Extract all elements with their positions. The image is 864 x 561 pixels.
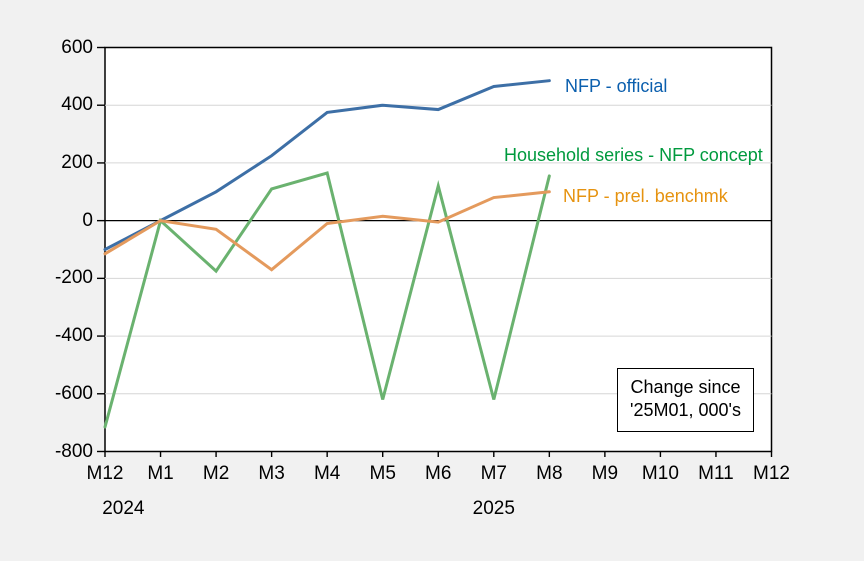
x-axis-tick-label: M6 xyxy=(425,463,452,484)
x-axis-tick-label: M12 xyxy=(86,463,124,484)
y-axis-tick-label: 200 xyxy=(61,151,93,173)
x-axis-tick-label: M11 xyxy=(698,463,734,484)
x-axis-tick-label: M9 xyxy=(591,463,619,484)
series-label-nfp-prel-benchmk: NFP - prel. benchmk xyxy=(563,186,728,206)
y-axis-tick-label: 0 xyxy=(82,209,93,231)
x-axis-tick-label: M7 xyxy=(480,463,507,484)
year-label-2024: 2024 xyxy=(102,498,145,519)
annotation-line-1: Change since xyxy=(630,377,741,397)
series-line-0 xyxy=(103,79,551,251)
annotation-box: Change since '25M01, 000's xyxy=(617,368,754,432)
x-axis-tick-label: M3 xyxy=(258,463,285,484)
series-line-2 xyxy=(103,190,551,272)
x-axis-tick-label: M4 xyxy=(313,463,341,484)
x-axis-tick-label: M12 xyxy=(753,463,790,484)
y-axis-tick-label: -200 xyxy=(54,267,93,289)
y-axis-tick-label: -400 xyxy=(54,325,93,347)
y-axis-tick-label: -600 xyxy=(54,382,93,404)
y-axis-tick-label: 400 xyxy=(61,94,93,116)
y-axis-tick-label: 600 xyxy=(61,36,93,58)
y-axis-tick-label: -800 xyxy=(54,440,93,462)
x-axis-tick-label: M2 xyxy=(202,463,230,484)
series-label-household-series: Household series - NFP concept xyxy=(504,145,763,165)
annotation-line-2: '25M01, 000's xyxy=(630,400,741,420)
x-axis-tick-label: M5 xyxy=(369,463,396,484)
x-axis-tick-label: M8 xyxy=(536,463,563,484)
year-label-2025: 2025 xyxy=(472,498,515,519)
series-label-nfp-official: NFP - official xyxy=(565,76,668,96)
x-axis-tick-label: M1 xyxy=(147,463,174,484)
x-axis-tick-label: M10 xyxy=(641,463,679,484)
series-line-1 xyxy=(103,171,551,429)
